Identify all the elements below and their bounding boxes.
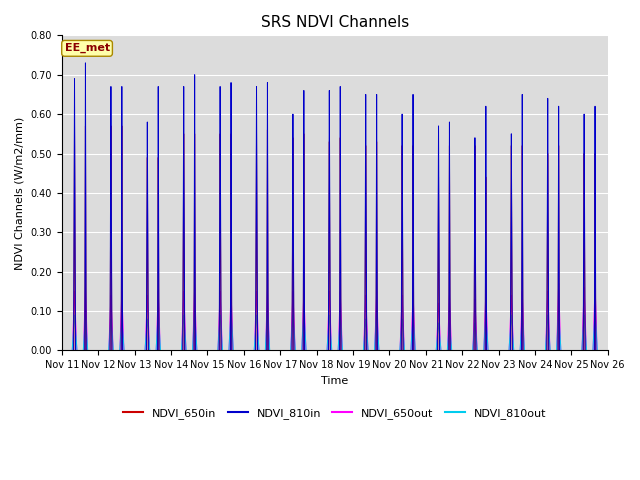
NDVI_810out xyxy=(532,348,540,353)
NDVI_810in xyxy=(532,348,540,353)
NDVI_810out xyxy=(548,348,556,353)
NDVI_810in xyxy=(81,60,89,66)
Line: NDVI_810in: NDVI_810in xyxy=(62,63,608,350)
NDVI_650out xyxy=(532,348,540,353)
NDVI_650out xyxy=(548,348,556,353)
Text: EE_met: EE_met xyxy=(65,43,109,53)
NDVI_650in xyxy=(548,348,556,353)
NDVI_650out xyxy=(406,348,414,353)
NDVI_810in xyxy=(406,348,414,353)
NDVI_650out xyxy=(303,348,311,353)
NDVI_810out xyxy=(154,308,162,314)
X-axis label: Time: Time xyxy=(321,376,348,386)
NDVI_650in xyxy=(604,348,612,353)
NDVI_810in xyxy=(596,348,604,353)
NDVI_650in xyxy=(532,348,540,353)
NDVI_810out xyxy=(596,348,604,353)
NDVI_650out xyxy=(596,348,604,353)
NDVI_650in xyxy=(58,348,66,353)
Y-axis label: NDVI Channels (W/m2/mm): NDVI Channels (W/m2/mm) xyxy=(15,116,25,270)
NDVI_810out xyxy=(604,348,612,353)
NDVI_650out xyxy=(603,348,611,353)
Line: NDVI_650out: NDVI_650out xyxy=(62,284,608,350)
NDVI_810out xyxy=(58,348,66,353)
Line: NDVI_650in: NDVI_650in xyxy=(62,126,608,350)
Legend: NDVI_650in, NDVI_810in, NDVI_650out, NDVI_810out: NDVI_650in, NDVI_810in, NDVI_650out, NDV… xyxy=(119,403,550,423)
NDVI_810in xyxy=(548,348,556,353)
NDVI_650in xyxy=(303,348,311,353)
Line: NDVI_810out: NDVI_810out xyxy=(62,311,608,350)
NDVI_650in xyxy=(70,123,78,129)
NDVI_650in xyxy=(596,348,604,353)
NDVI_810out xyxy=(406,348,414,353)
NDVI_650out xyxy=(58,348,66,353)
NDVI_650out xyxy=(604,348,612,353)
Title: SRS NDVI Channels: SRS NDVI Channels xyxy=(260,15,409,30)
NDVI_650out xyxy=(555,281,563,287)
NDVI_810in xyxy=(303,348,311,353)
NDVI_650in xyxy=(603,348,611,353)
NDVI_810out xyxy=(303,348,311,353)
NDVI_810in xyxy=(58,348,66,353)
NDVI_650in xyxy=(406,348,414,353)
NDVI_810out xyxy=(603,348,611,353)
NDVI_810in xyxy=(603,348,611,353)
NDVI_810in xyxy=(604,348,612,353)
